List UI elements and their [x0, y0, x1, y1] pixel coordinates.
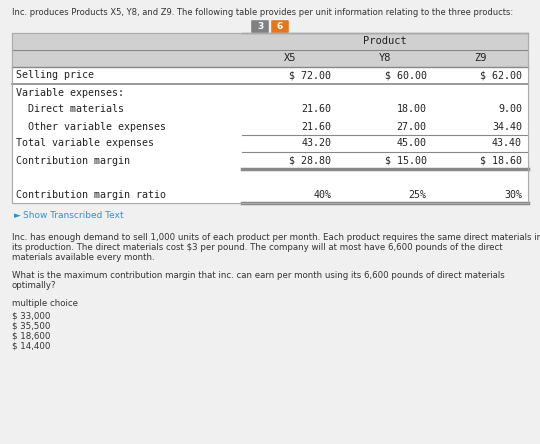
- Text: 40%: 40%: [313, 190, 332, 199]
- Bar: [12, 152, 528, 169]
- Text: $ 28.80: $ 28.80: [289, 155, 332, 166]
- Text: $ 35,500: $ 35,500: [12, 321, 50, 330]
- Text: multiple choice: multiple choice: [12, 299, 78, 308]
- Text: ►: ►: [14, 211, 24, 220]
- Text: 18.00: 18.00: [397, 104, 427, 115]
- Text: 43.40: 43.40: [492, 139, 522, 148]
- Text: $ 15.00: $ 15.00: [384, 155, 427, 166]
- Text: Z9: Z9: [474, 53, 487, 63]
- Text: 25%: 25%: [409, 190, 427, 199]
- Text: Y8: Y8: [379, 53, 392, 63]
- Text: Contribution margin ratio: Contribution margin ratio: [16, 190, 166, 199]
- Bar: [12, 135, 528, 152]
- Text: Variable expenses:: Variable expenses:: [16, 87, 124, 98]
- Text: 21.60: 21.60: [301, 104, 332, 115]
- Text: $ 62.00: $ 62.00: [480, 71, 522, 80]
- Bar: [12, 84, 528, 101]
- Text: X5: X5: [284, 53, 296, 63]
- Bar: [12, 50, 528, 67]
- Bar: [12, 67, 528, 84]
- Text: $ 33,000: $ 33,000: [12, 311, 50, 320]
- Text: optimally?: optimally?: [12, 281, 57, 290]
- Text: Product: Product: [363, 36, 407, 47]
- Text: 3: 3: [257, 22, 263, 31]
- Bar: [12, 101, 528, 118]
- Text: $ 72.00: $ 72.00: [289, 71, 332, 80]
- Bar: [12, 186, 528, 203]
- Text: its production. The direct materials cost $3 per pound. The company will at most: its production. The direct materials cos…: [12, 243, 503, 252]
- Text: 30%: 30%: [504, 190, 522, 199]
- Text: 43.20: 43.20: [301, 139, 332, 148]
- Text: $ 18.60: $ 18.60: [480, 155, 522, 166]
- Text: Selling price: Selling price: [16, 71, 94, 80]
- Text: 21.60: 21.60: [301, 122, 332, 131]
- Text: 9.00: 9.00: [498, 104, 522, 115]
- Text: 45.00: 45.00: [397, 139, 427, 148]
- Text: Inc. produces Products X5, Y8, and Z9. The following table provides per unit inf: Inc. produces Products X5, Y8, and Z9. T…: [12, 8, 513, 17]
- FancyBboxPatch shape: [251, 20, 269, 33]
- Text: materials available every month.: materials available every month.: [12, 253, 154, 262]
- Bar: [12, 33, 528, 50]
- Text: $ 60.00: $ 60.00: [384, 71, 427, 80]
- Text: Direct materials: Direct materials: [16, 104, 124, 115]
- Text: What is the maximum contribution margin that inc. can earn per month using its 6: What is the maximum contribution margin …: [12, 271, 505, 280]
- Text: Show Transcribed Text: Show Transcribed Text: [23, 211, 124, 220]
- FancyBboxPatch shape: [271, 20, 289, 33]
- Text: Total variable expenses: Total variable expenses: [16, 139, 154, 148]
- Bar: [12, 33, 528, 203]
- Bar: [12, 169, 528, 186]
- Text: Inc. has enough demand to sell 1,000 units of each product per month. Each produ: Inc. has enough demand to sell 1,000 uni…: [12, 233, 540, 242]
- Text: Contribution margin: Contribution margin: [16, 155, 130, 166]
- Text: $ 14,400: $ 14,400: [12, 341, 50, 350]
- Bar: [12, 50, 528, 67]
- Text: $ 18,600: $ 18,600: [12, 331, 50, 340]
- Text: 34.40: 34.40: [492, 122, 522, 131]
- Text: Other variable expenses: Other variable expenses: [16, 122, 166, 131]
- Text: 27.00: 27.00: [397, 122, 427, 131]
- Bar: [12, 118, 528, 135]
- Bar: [12, 33, 528, 50]
- Text: 6: 6: [277, 22, 283, 31]
